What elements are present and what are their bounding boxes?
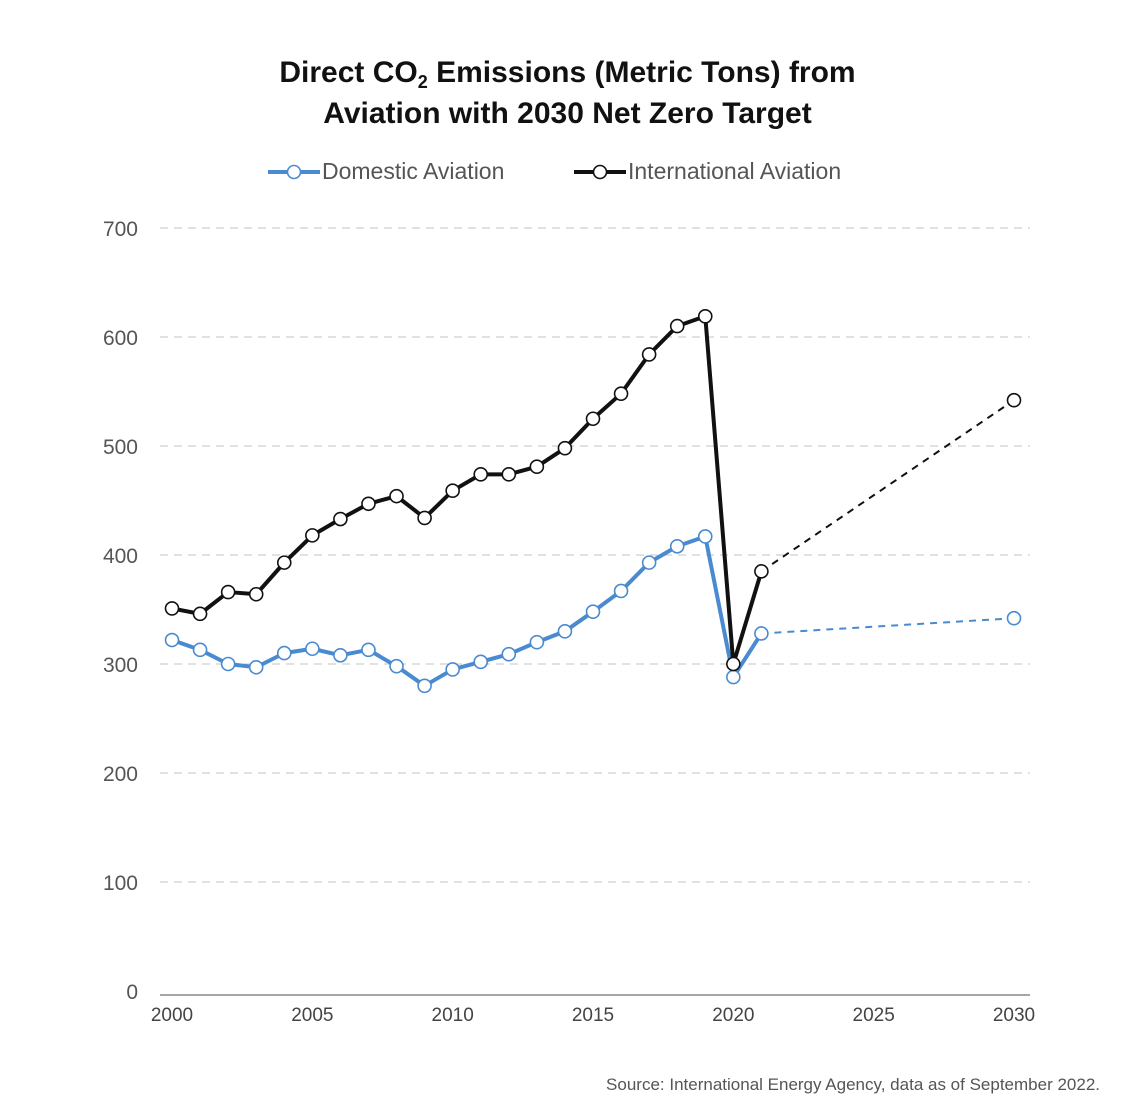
data-point-international-aviation [501,467,517,482]
legend: Domestic Aviation International Aviation [268,158,841,184]
legend-label: International Aviation [628,158,841,184]
data-point-domestic-aviation [417,678,432,694]
data-point-domestic-aviation [669,538,685,554]
axes: 0 100 200 300 400 500 600 700 2000 2005 2010 2015 20… [103,218,1035,1026]
data-point-international-aviation [754,564,769,579]
data-point-domestic-aviation [361,642,376,658]
projection-point-international-aviation [1006,392,1022,408]
data-point-international-aviation [641,347,657,362]
data-point-international-aviation [669,318,685,334]
data-point-domestic-aviation [248,659,264,675]
data-point-international-aviation [248,586,264,602]
x-tick-label: 2010 [432,1005,474,1026]
chart-title: Direct CO2 Emissions (Metric Tons) from … [0,52,1135,134]
series-international-aviation [164,308,1022,672]
data-point-domestic-aviation [192,642,208,658]
data-point-domestic-aviation [585,604,601,619]
series-domestic-aviation [164,529,1022,694]
data-point-international-aviation [529,459,545,475]
data-point-international-aviation [445,483,460,498]
data-point-domestic-aviation [333,647,348,663]
data-point-international-aviation [305,528,320,543]
series-line-international-aviation [171,314,764,666]
source-note: Source: International Energy Agency, dat… [606,1075,1100,1094]
data-point-domestic-aviation [641,555,657,570]
y-tick-label: 300 [103,654,138,677]
x-tick-label: 2030 [993,1005,1035,1026]
y-tick-label: 700 [103,218,138,241]
data-point-domestic-aviation [389,658,404,674]
data-point-domestic-aviation [164,632,180,648]
y-tick-label: 500 [103,436,138,459]
y-tick-label: 600 [103,327,138,350]
x-tick-label: 2005 [291,1005,333,1026]
data-point-international-aviation [276,555,292,570]
data-point-international-aviation [726,656,741,672]
chart-title-line1: Direct CO2 Emissions (Metric Tons) from [279,56,856,92]
data-point-international-aviation [389,488,404,504]
data-point-domestic-aviation [501,646,517,662]
legend-item-domestic-aviation: Domestic Aviation [268,158,504,184]
data-point-domestic-aviation [220,656,236,672]
projection-point-domestic-aviation [1006,610,1022,626]
projection-line-international-aviation [760,399,1015,573]
x-tick-label: 2025 [853,1005,895,1026]
data-point-international-aviation [361,496,376,512]
legend-marker [286,164,302,180]
y-tick-label: 400 [103,545,138,568]
y-tick-label: 0 [126,981,138,1004]
series-layer [164,308,1022,694]
data-point-domestic-aviation [473,654,489,670]
data-point-domestic-aviation [276,645,292,661]
data-point-international-aviation [164,601,180,616]
projection-line-domestic-aviation [761,617,1015,635]
y-tick-label: 100 [103,872,138,895]
legend-item-international-aviation: International Aviation [574,158,841,184]
x-tick-label: 2000 [151,1005,193,1026]
x-tick-label: 2015 [572,1005,614,1026]
data-point-international-aviation [220,584,236,600]
data-point-international-aviation [333,511,348,527]
data-point-international-aviation [557,440,573,456]
data-point-international-aviation [192,606,208,622]
chart-title-line2: Aviation with 2030 Net Zero Target [323,97,812,130]
data-point-domestic-aviation [697,529,713,544]
data-point-domestic-aviation [613,583,629,599]
series-line-domestic-aviation [171,534,764,688]
data-point-international-aviation [417,510,432,526]
data-point-domestic-aviation [754,626,769,641]
data-point-domestic-aviation [305,641,320,657]
data-point-domestic-aviation [557,623,573,639]
data-point-international-aviation [613,386,629,401]
legend-marker [592,164,608,180]
legend-label: Domestic Aviation [322,158,504,184]
data-point-domestic-aviation [726,669,741,685]
data-point-international-aviation [585,411,601,427]
data-point-international-aviation [473,467,489,482]
x-tick-label: 2020 [712,1005,754,1026]
data-point-domestic-aviation [529,634,545,650]
data-point-domestic-aviation [445,662,460,677]
data-point-international-aviation [697,308,713,324]
gridlines [160,227,1030,883]
y-tick-label: 200 [103,763,138,786]
